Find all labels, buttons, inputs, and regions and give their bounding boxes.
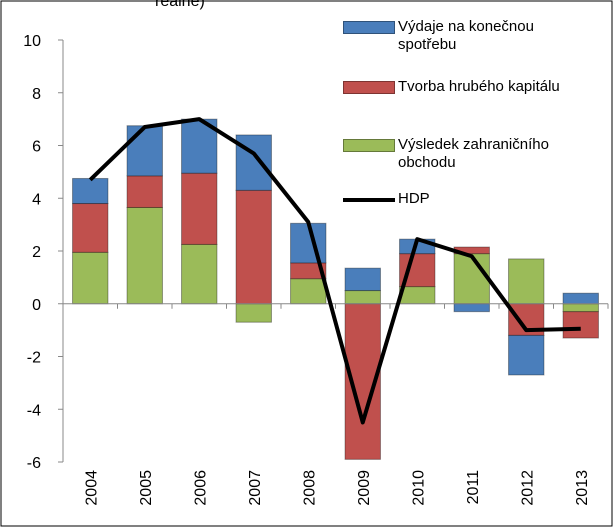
bar-segment: [235, 189, 272, 305]
x-tick-label: 2010: [410, 470, 427, 506]
bar-segment: [181, 172, 218, 245]
bar-segment: [72, 203, 109, 253]
x-tick-label: 2013: [574, 470, 591, 506]
x-tick-label: 2006: [192, 470, 209, 506]
bar-segment: [562, 311, 599, 339]
x-tick-label: 2009: [356, 470, 373, 506]
y-tick-label: 6: [32, 139, 41, 156]
bar-segment: [290, 278, 327, 305]
legend-item: Výsledek zahraničního obchodu: [343, 136, 611, 172]
bar-segment: [562, 292, 599, 305]
y-tick-label: 2: [32, 244, 41, 261]
bar-segment: [453, 253, 490, 305]
legend-label: HDP: [398, 190, 430, 207]
y-tick-label: -6: [27, 455, 41, 472]
legend-swatch: [343, 21, 395, 34]
chart-title: reálně): [155, 0, 205, 10]
legend-item: Výdaje na konečnou spotřebu: [343, 18, 611, 54]
bar-segment: [126, 175, 163, 208]
line-series: [88, 117, 581, 425]
legend-swatch: [343, 81, 395, 94]
bar-segment: [72, 251, 109, 305]
x-tick-label: 2011: [465, 470, 482, 505]
x-tick-label: 2007: [247, 470, 264, 506]
y-tick-label: -2: [27, 350, 41, 367]
bar-segment: [399, 286, 436, 305]
legend-swatch: [343, 139, 395, 152]
y-tick-label: 0: [32, 297, 41, 314]
legend-swatch: [343, 198, 395, 202]
y-tick-label: -4: [27, 402, 41, 419]
bar-segment: [344, 290, 381, 305]
bar-segment: [344, 267, 381, 292]
bar-segment: [126, 206, 163, 305]
y-tick-label: 4: [32, 191, 41, 208]
bar-segment: [290, 222, 327, 264]
legend-item: Tvorba hrubého kapitálu: [343, 78, 611, 96]
bar-segment: [508, 334, 545, 376]
y-tick-label: 8: [32, 86, 41, 103]
bar-segment: [126, 125, 163, 177]
legend-label: Tvorba hrubého kapitálu: [398, 78, 560, 95]
x-tick-label: 2008: [301, 470, 318, 506]
y-tick-label: 10: [23, 33, 41, 50]
bar-segment: [235, 303, 272, 323]
bar-segment: [508, 258, 545, 305]
bar-segment: [72, 177, 109, 205]
x-tick-label: 2012: [519, 470, 536, 506]
legend-label: Výsledek zahraničního obchodu: [398, 136, 549, 171]
bar-segment: [181, 243, 218, 305]
bar-segment: [453, 303, 490, 313]
x-tick-label: 2005: [138, 470, 155, 506]
x-tick-label: 2004: [83, 470, 100, 506]
bar-segment: [562, 303, 599, 313]
legend-label: Výdaje na konečnou spotřebu: [398, 18, 534, 53]
legend-item: HDP: [343, 190, 611, 208]
